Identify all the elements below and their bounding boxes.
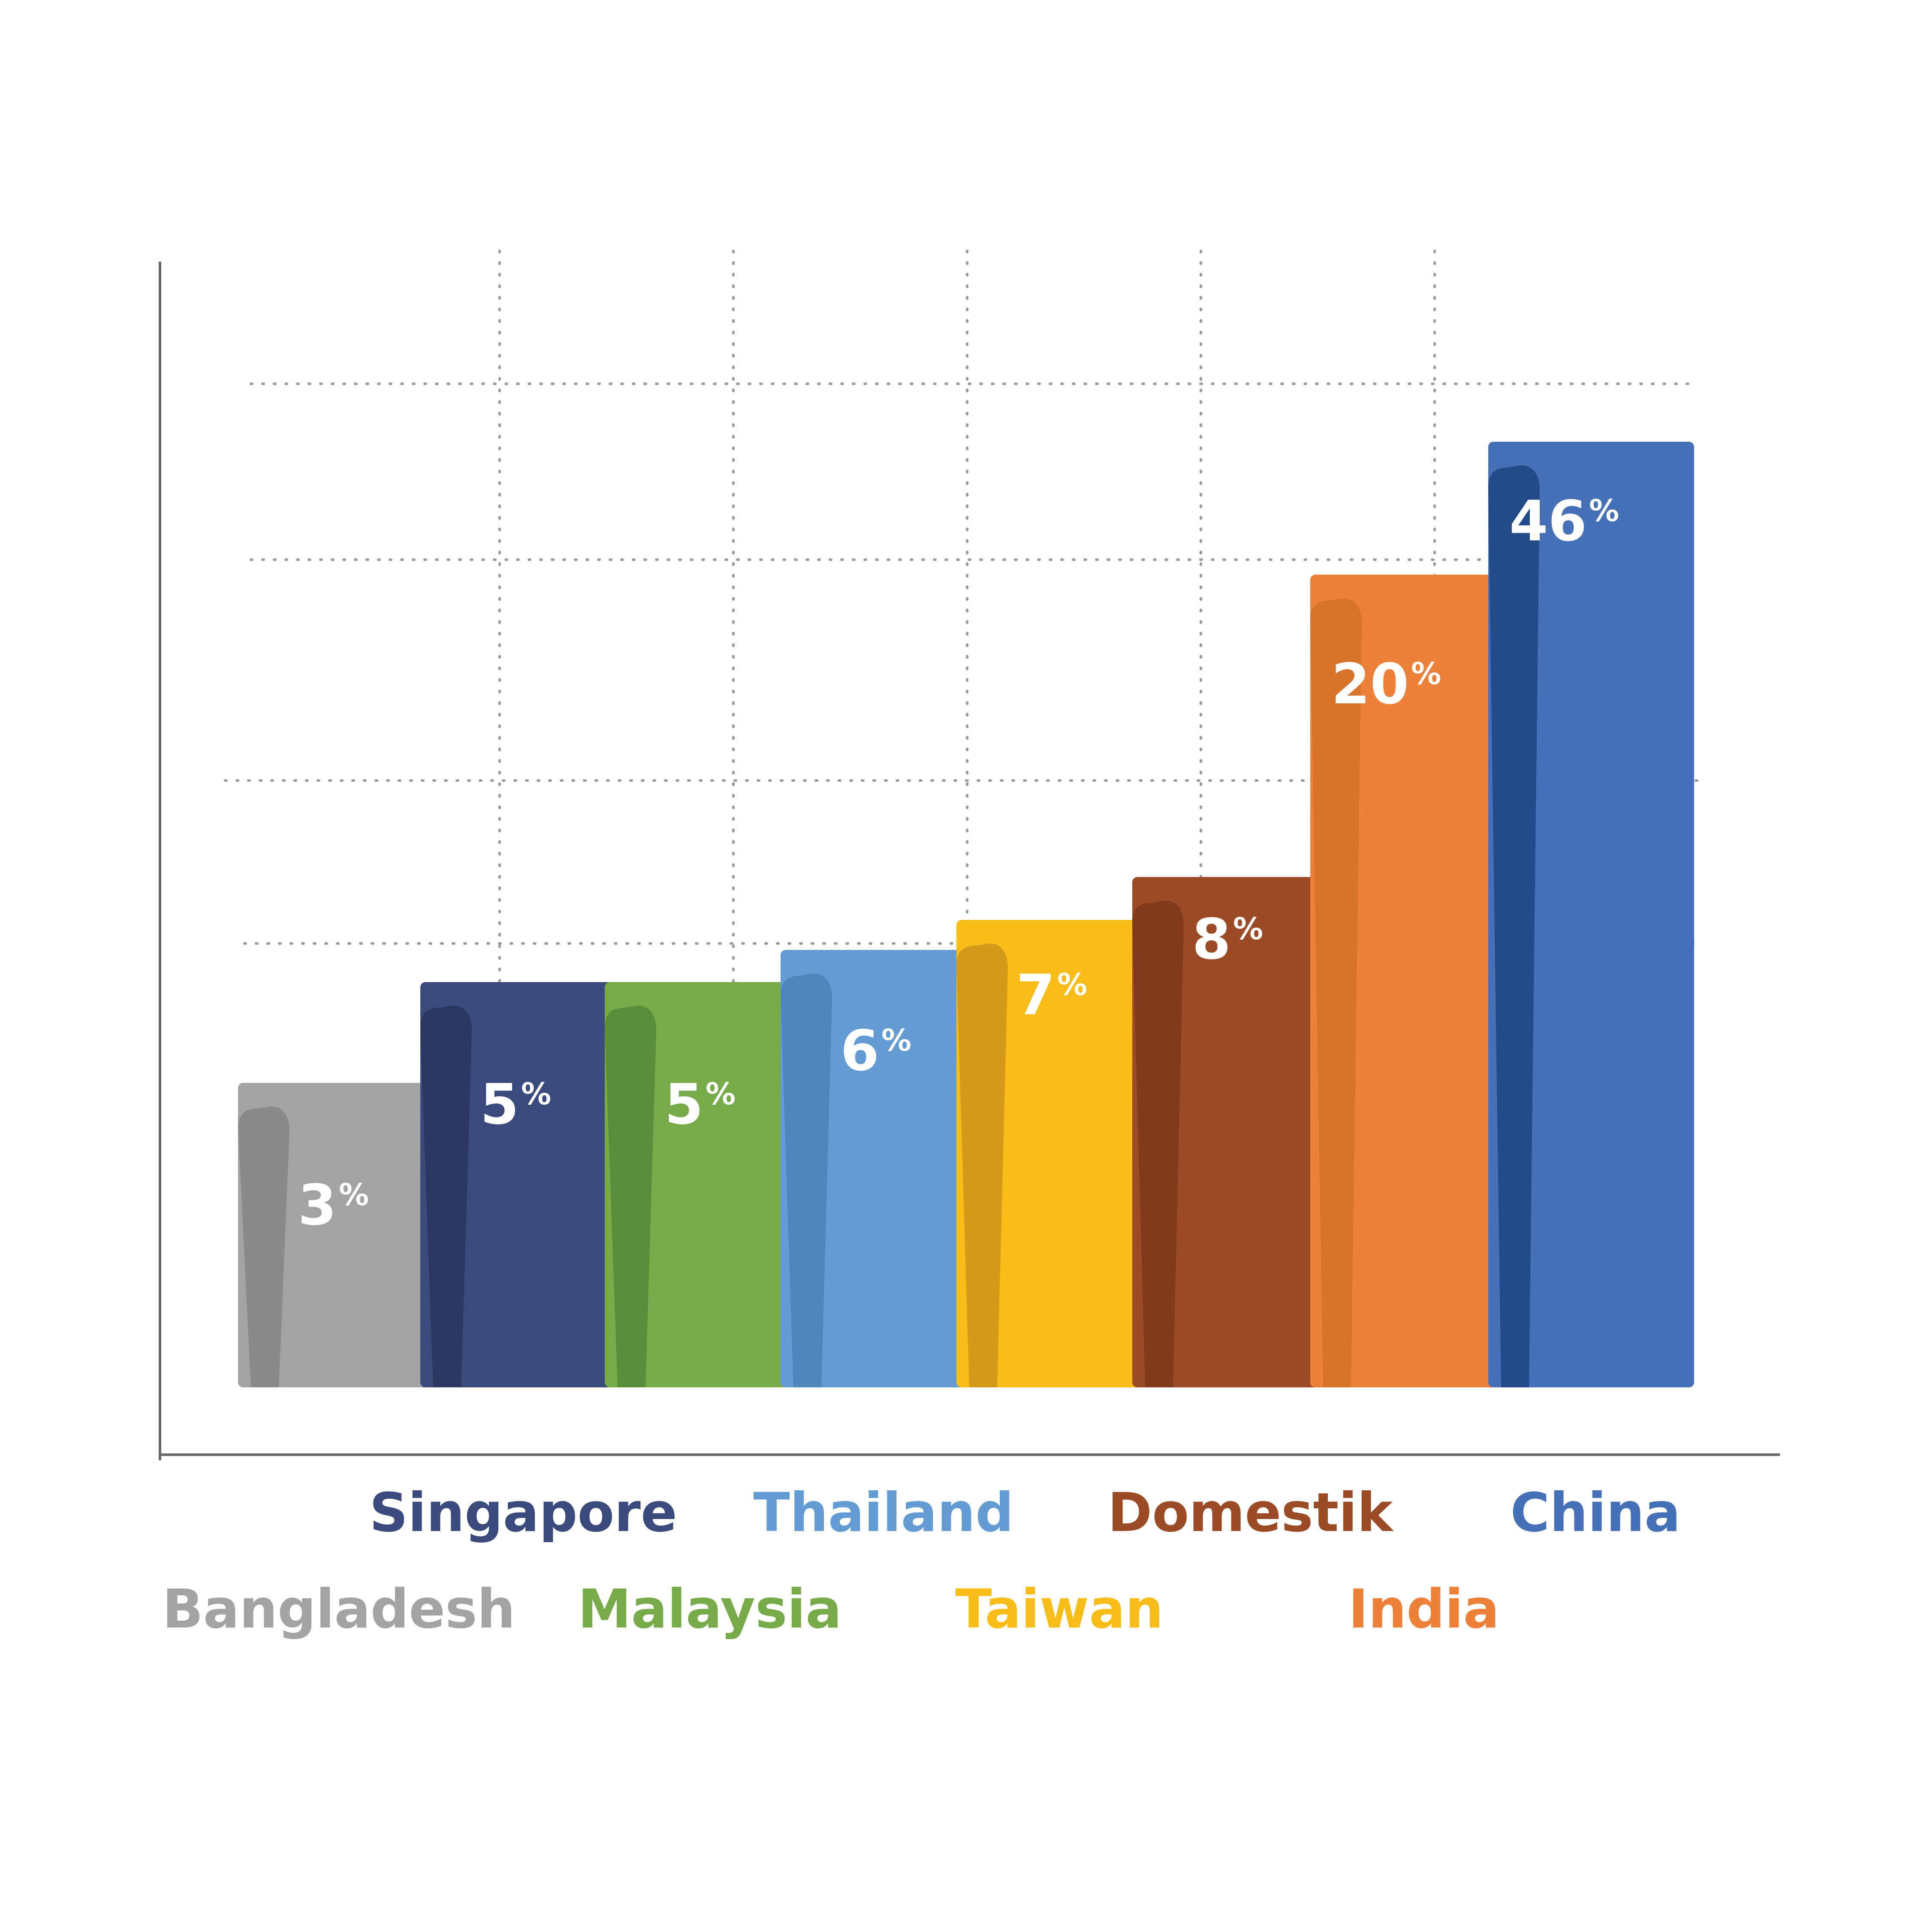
value-label-suffix: %	[706, 1076, 736, 1112]
bar-shade-bangladesh	[238, 1106, 290, 1387]
value-label-suffix: %	[339, 1177, 369, 1212]
bar-taiwan	[956, 920, 1162, 1387]
value-label: 3	[298, 1172, 337, 1238]
value-label-suffix: %	[521, 1076, 551, 1112]
bar-shade-thailand	[781, 974, 832, 1387]
bar-shade-domestik	[1132, 901, 1184, 1387]
value-label-suffix: %	[881, 1023, 911, 1058]
value-label: 8	[1192, 907, 1231, 972]
bar-domestik	[1132, 877, 1338, 1387]
value-label: 5	[480, 1072, 519, 1137]
bar-shade-singapore	[420, 1006, 472, 1387]
value-label-suffix: %	[1057, 967, 1087, 1002]
bar-shade-china	[1488, 465, 1540, 1387]
category-label-bangladesh: Bangladesh	[163, 1578, 516, 1640]
value-label: 5	[665, 1072, 703, 1137]
category-label-taiwan: Taiwan	[955, 1578, 1163, 1640]
bar-thailand	[781, 950, 986, 1387]
value-label: 46	[1509, 488, 1587, 554]
category-label-domestik: Domestik	[1108, 1482, 1394, 1544]
category-label-india: India	[1348, 1578, 1499, 1640]
bar-malaysia	[605, 982, 811, 1387]
bar-china	[1488, 442, 1694, 1387]
value-label-suffix: %	[1589, 493, 1619, 528]
value-label: 20	[1331, 651, 1409, 717]
value-label: 7	[1016, 962, 1055, 1028]
bar-bangladesh	[238, 1083, 444, 1387]
category-label-thailand: Thailand	[753, 1482, 1013, 1544]
bar-shade-taiwan	[956, 943, 1008, 1387]
bar-india	[1310, 575, 1516, 1387]
value-label-suffix: %	[1233, 911, 1263, 946]
category-label-malaysia: Malaysia	[578, 1578, 841, 1640]
value-label: 6	[841, 1018, 879, 1083]
bar-shade-malaysia	[605, 1006, 656, 1387]
category-label-china: China	[1511, 1482, 1681, 1544]
bar-singapore	[420, 982, 626, 1387]
bar-shade-india	[1310, 598, 1362, 1387]
category-label-singapore: Singapore	[369, 1482, 677, 1544]
value-label-suffix: %	[1411, 656, 1441, 691]
